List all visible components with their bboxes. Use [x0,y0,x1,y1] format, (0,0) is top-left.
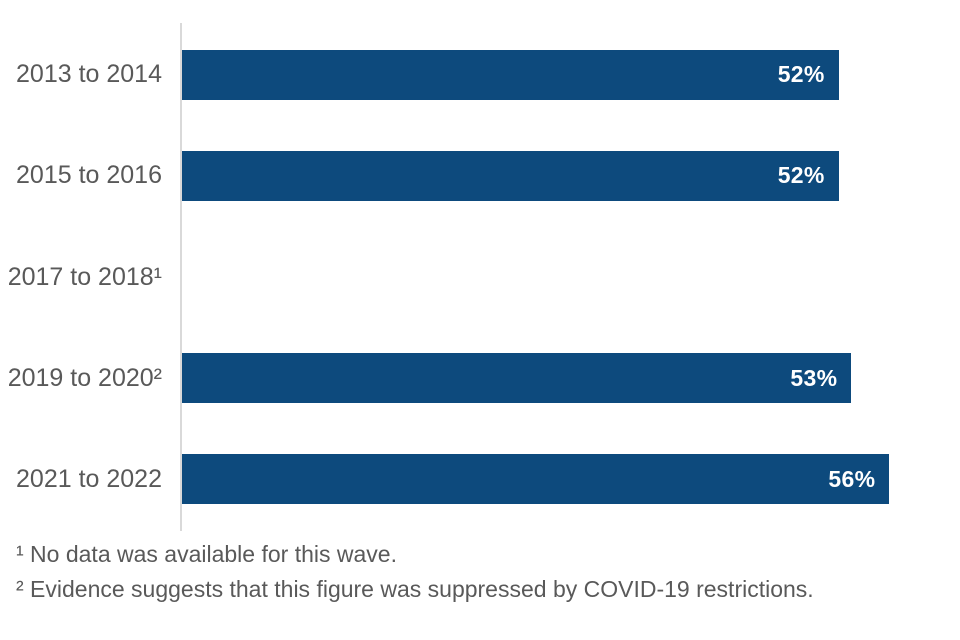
chart-row: 2019 to 2020² 53% [0,328,940,429]
category-label: 2013 to 2014 [16,60,162,89]
bar: 56% [180,454,890,505]
bar-value-label: 52% [777,61,825,88]
footnote-1: ¹ No data was available for this wave. [16,541,397,567]
chart-row: 2013 to 2014 52% [0,24,940,125]
bar-track: 56% [180,454,940,505]
bar-value-label: 53% [790,364,838,391]
bar-track [180,252,940,302]
bar: 52% [180,49,839,100]
category-label: 2015 to 2016 [16,161,162,190]
y-axis-line [180,23,182,531]
bar-value-label: 56% [828,465,876,492]
chart-rows: 2013 to 2014 52% 2015 to 2016 52% 2017 t… [0,24,940,530]
bar-track: 52% [180,49,940,100]
bar-track: 53% [180,353,940,404]
bar-value-label: 52% [777,162,825,189]
chart-row: 2017 to 2018¹ [0,226,940,327]
category-label: 2019 to 2020² [7,363,162,392]
footnote-2: ² Evidence suggests that this figure was… [16,576,814,602]
category-label: 2017 to 2018¹ [7,262,162,291]
bar: 52% [180,150,839,201]
chart-row: 2021 to 2022 56% [0,429,940,530]
bar: 53% [180,353,852,404]
bar-track: 52% [180,150,940,201]
category-label: 2021 to 2022 [16,464,162,493]
footnotes: ¹ No data was available for this wave. ²… [16,537,814,607]
chart-row: 2015 to 2016 52% [0,125,940,226]
